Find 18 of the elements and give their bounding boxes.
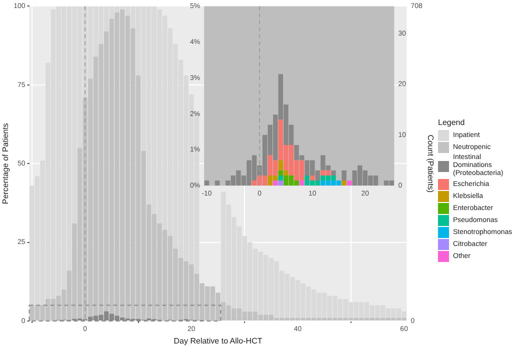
y-axis-title: Percentage of Patients — [1, 123, 10, 204]
bar — [299, 180, 304, 186]
bar — [342, 170, 346, 181]
bar — [346, 180, 352, 186]
bar — [273, 180, 278, 186]
bar — [278, 180, 284, 186]
bar — [278, 170, 284, 176]
bar — [214, 180, 220, 186]
bar — [278, 160, 284, 170]
bar — [278, 175, 284, 181]
legend-title: Legend — [438, 118, 466, 127]
bar — [342, 180, 346, 186]
x-axis-title: Day Relative to Allo-HCT — [174, 336, 262, 346]
bar — [204, 180, 210, 186]
bar — [310, 175, 315, 181]
bar — [284, 170, 288, 176]
bar — [331, 170, 336, 176]
y2-axis-title: Count (Patients) — [426, 134, 435, 193]
